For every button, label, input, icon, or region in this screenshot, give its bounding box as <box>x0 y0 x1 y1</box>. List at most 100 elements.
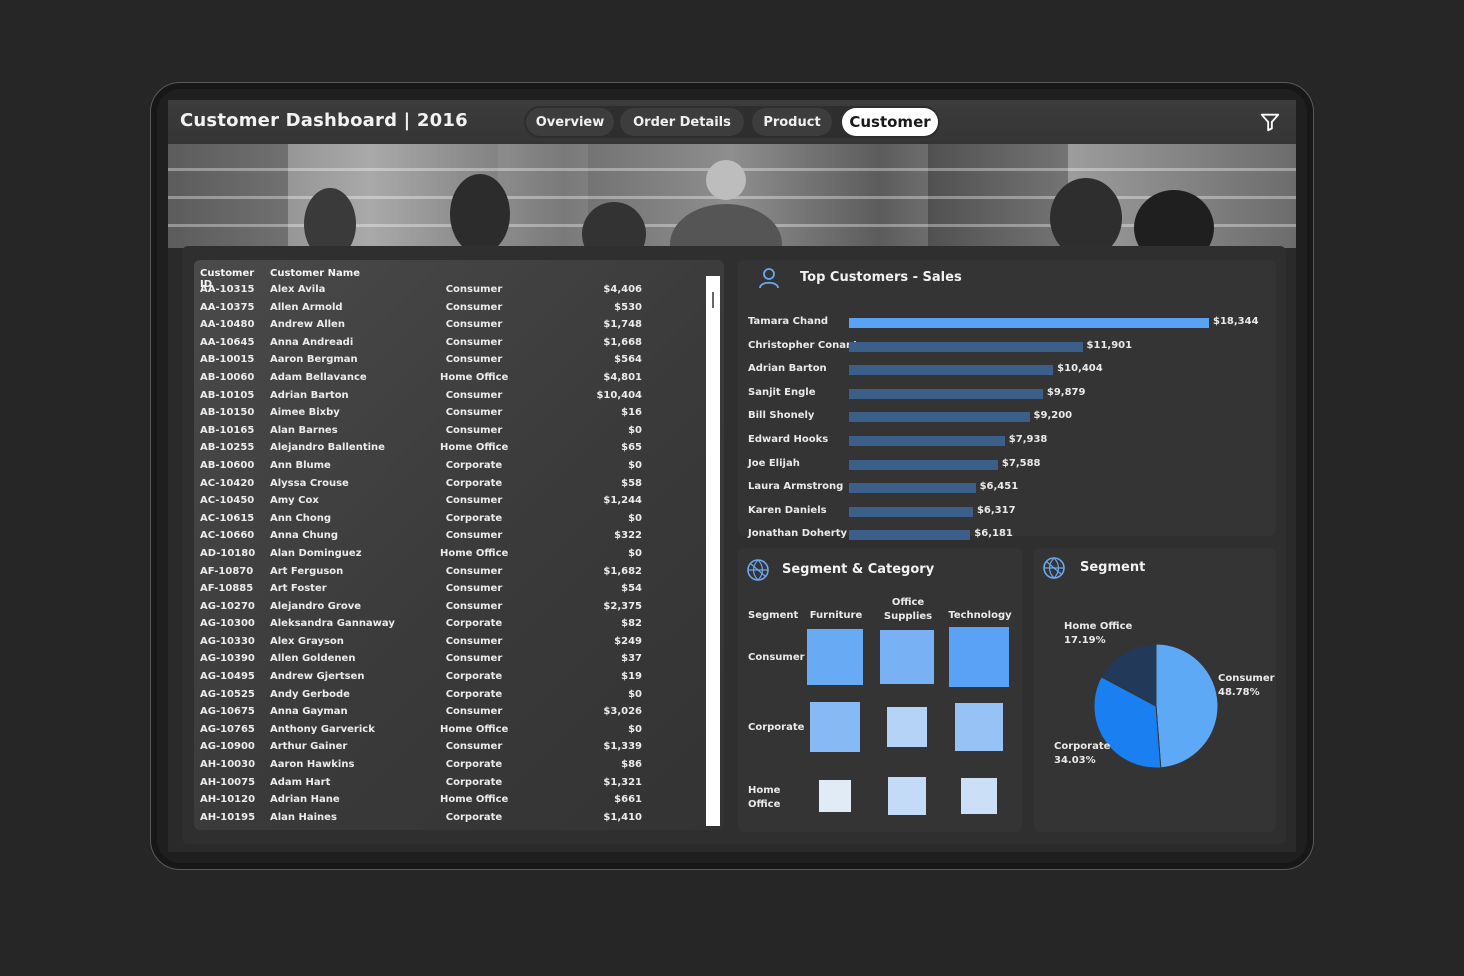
bar-value-label: $18,344 <box>1213 316 1259 327</box>
heatmap-cell[interactable] <box>819 780 851 812</box>
table-row[interactable]: AC-10420 Alyssa Crouse Corporate $58 <box>200 478 700 496</box>
bar-row[interactable]: Laura Armstrong $6,451 <box>748 477 1268 499</box>
table-row[interactable]: AA-10645 Anna Andreadi Consumer $1,668 <box>200 337 700 355</box>
bar-row[interactable]: Bill Shonely $9,200 <box>748 406 1268 428</box>
scrollbar[interactable] <box>706 276 720 826</box>
customer-id-cell: AH-10195 <box>200 811 256 823</box>
table-row[interactable]: AH-10120 Adrian Hane Home Office $661 <box>200 794 700 812</box>
top-customers-panel: Top Customers - Sales Tamara Chand $18,34… <box>738 260 1276 541</box>
table-row[interactable]: AD-10180 Alan Dominguez Home Office $0 <box>200 548 700 566</box>
bar-mark[interactable] <box>849 530 971 541</box>
customer-id-cell: AB-10060 <box>200 371 255 383</box>
bar-row[interactable]: Sanjit Engle $9,879 <box>748 383 1268 405</box>
table-row[interactable]: AB-10600 Ann Blume Corporate $0 <box>200 460 700 478</box>
segment-cell: Home Office <box>440 794 509 806</box>
bar-mark[interactable] <box>849 412 1030 423</box>
table-row[interactable]: AH-10075 Adam Hart Corporate $1,321 <box>200 777 700 795</box>
table-row[interactable]: AA-10315 Alex Avila Consumer $4,406 <box>200 284 700 302</box>
segment-cell: Consumer <box>445 583 503 595</box>
table-row[interactable]: AB-10015 Aaron Bergman Consumer $564 <box>200 354 700 372</box>
table-row[interactable]: AB-10060 Adam Bellavance Home Office $4,801 <box>200 372 700 390</box>
table-row[interactable]: AB-10105 Adrian Barton Consumer $10,404 <box>200 390 700 408</box>
heatmap-col-technology: Technology <box>948 610 1012 621</box>
table-row[interactable]: AG-10525 Andy Gerbode Corporate $0 <box>200 689 700 707</box>
table-row[interactable]: AC-10660 Anna Chung Consumer $322 <box>200 530 700 548</box>
table-row[interactable]: AG-10390 Allen Goldenen Consumer $37 <box>200 653 700 671</box>
bar-row[interactable]: Adrian Barton $10,404 <box>748 359 1268 381</box>
filter-icon[interactable] <box>1259 111 1281 133</box>
pie-slice[interactable] <box>1100 643 1157 707</box>
table-row[interactable]: AG-10900 Arthur Gainer Consumer $1,339 <box>200 741 700 759</box>
customer-name-cell: Anna Gayman <box>270 706 348 718</box>
table-row[interactable]: AC-10615 Ann Chong Corporate $0 <box>200 513 700 531</box>
table-row[interactable]: AG-10765 Anthony Garverick Home Office $0 <box>200 724 700 742</box>
tab-product[interactable]: Product <box>752 108 832 136</box>
sales-cell: $86 <box>621 759 642 771</box>
bar-category-label: Sanjit Engle <box>748 386 816 398</box>
bar-row[interactable]: Edward Hooks $7,938 <box>748 430 1268 452</box>
bar-mark[interactable] <box>849 365 1054 376</box>
table-row[interactable]: AG-10300 Aleksandra Gannaway Corporate $82 <box>200 618 700 636</box>
table-row[interactable]: AB-10150 Aimee Bixby Consumer $16 <box>200 407 700 425</box>
table-row[interactable]: AH-10195 Alan Haines Corporate $1,410 <box>200 812 700 830</box>
pie-slice[interactable] <box>1093 676 1162 769</box>
table-row[interactable]: AA-10375 Allen Armold Consumer $530 <box>200 302 700 320</box>
segment-cell: Home Office <box>440 547 509 559</box>
globe-icon <box>1043 557 1065 579</box>
table-row[interactable]: AB-10165 Alan Barnes Consumer $0 <box>200 425 700 443</box>
heatmap-cell[interactable] <box>955 703 1003 751</box>
sales-cell: $564 <box>614 354 642 366</box>
page-title: Customer Dashboard | 2016 <box>180 110 468 131</box>
table-row[interactable]: AB-10255 Alejandro Ballentine Home Office $… <box>200 442 700 460</box>
heatmap-cell[interactable] <box>809 701 861 753</box>
customer-name-cell: Art Ferguson <box>270 565 344 577</box>
bar-row[interactable]: Tamara Chand $18,344 <box>748 312 1268 334</box>
customer-name-cell: Arthur Gainer <box>270 741 348 753</box>
user-icon <box>759 268 779 289</box>
tab-customer[interactable]: Customer <box>842 108 938 136</box>
bar-mark[interactable] <box>849 483 976 494</box>
table-row[interactable]: AF-10870 Art Ferguson Consumer $1,682 <box>200 566 700 584</box>
segment-pie-chart <box>1093 643 1219 769</box>
bar-mark[interactable] <box>849 459 998 470</box>
heatmap-cell[interactable] <box>961 778 997 814</box>
customer-name-cell: Ann Blume <box>270 459 331 471</box>
table-row[interactable]: AF-10885 Art Foster Consumer $54 <box>200 583 700 601</box>
table-row[interactable]: AG-10495 Andrew Gjertsen Corporate $19 <box>200 671 700 689</box>
tab-bar: Overview Order Details Product Customer <box>524 106 940 138</box>
pie-slice[interactable] <box>1155 643 1219 769</box>
tab-order-details[interactable]: Order Details <box>620 108 744 136</box>
bar-row[interactable]: Karen Daniels $6,317 <box>748 501 1268 523</box>
table-row[interactable]: AG-10270 Alejandro Grove Consumer $2,375 <box>200 601 700 619</box>
table-row[interactable]: AA-10480 Andrew Allen Consumer $1,748 <box>200 319 700 337</box>
heatmap-cell[interactable] <box>949 627 1009 687</box>
content-panel: Customer ID Customer Name AA-10315 Alex A… <box>182 246 1286 844</box>
pie-category-label: Consumer <box>1218 673 1275 684</box>
table-row[interactable]: AC-10450 Amy Cox Consumer $1,244 <box>200 495 700 513</box>
bar-mark[interactable] <box>849 318 1209 328</box>
bar-row[interactable]: Christopher Conant $11,901 <box>748 336 1268 358</box>
bar-mark[interactable] <box>849 341 1083 352</box>
sales-cell: $0 <box>628 723 642 735</box>
customer-id-cell: AG-10765 <box>200 723 255 735</box>
heatmap-cell[interactable] <box>806 628 864 686</box>
bar-mark[interactable] <box>849 506 973 517</box>
customer-name-cell: Anna Andreadi <box>270 336 354 348</box>
segment-cell: Corporate <box>445 811 503 823</box>
heatmap-cell[interactable] <box>880 630 934 684</box>
segment-cell: Consumer <box>445 635 503 647</box>
customer-name-cell: Anna Chung <box>270 530 339 542</box>
table-row[interactable]: AG-10675 Anna Gayman Consumer $3,026 <box>200 706 700 724</box>
heatmap-cell[interactable] <box>886 706 928 748</box>
bar-row[interactable]: Joe Elijah $7,588 <box>748 454 1268 476</box>
bar-row[interactable]: Jonathan Doherty $6,181 <box>748 524 1268 546</box>
heatmap-cell[interactable] <box>888 777 926 815</box>
bar-mark[interactable] <box>849 388 1043 399</box>
tab-overview[interactable]: Overview <box>526 108 614 136</box>
bar-mark[interactable] <box>849 436 1005 446</box>
table-row[interactable]: AG-10330 Alex Grayson Consumer $249 <box>200 636 700 654</box>
segment-cell: Home Office <box>440 442 509 454</box>
scrollbar-thumb[interactable] <box>712 292 714 308</box>
sales-cell: $82 <box>621 618 642 630</box>
table-row[interactable]: AH-10030 Aaron Hawkins Corporate $86 <box>200 759 700 777</box>
